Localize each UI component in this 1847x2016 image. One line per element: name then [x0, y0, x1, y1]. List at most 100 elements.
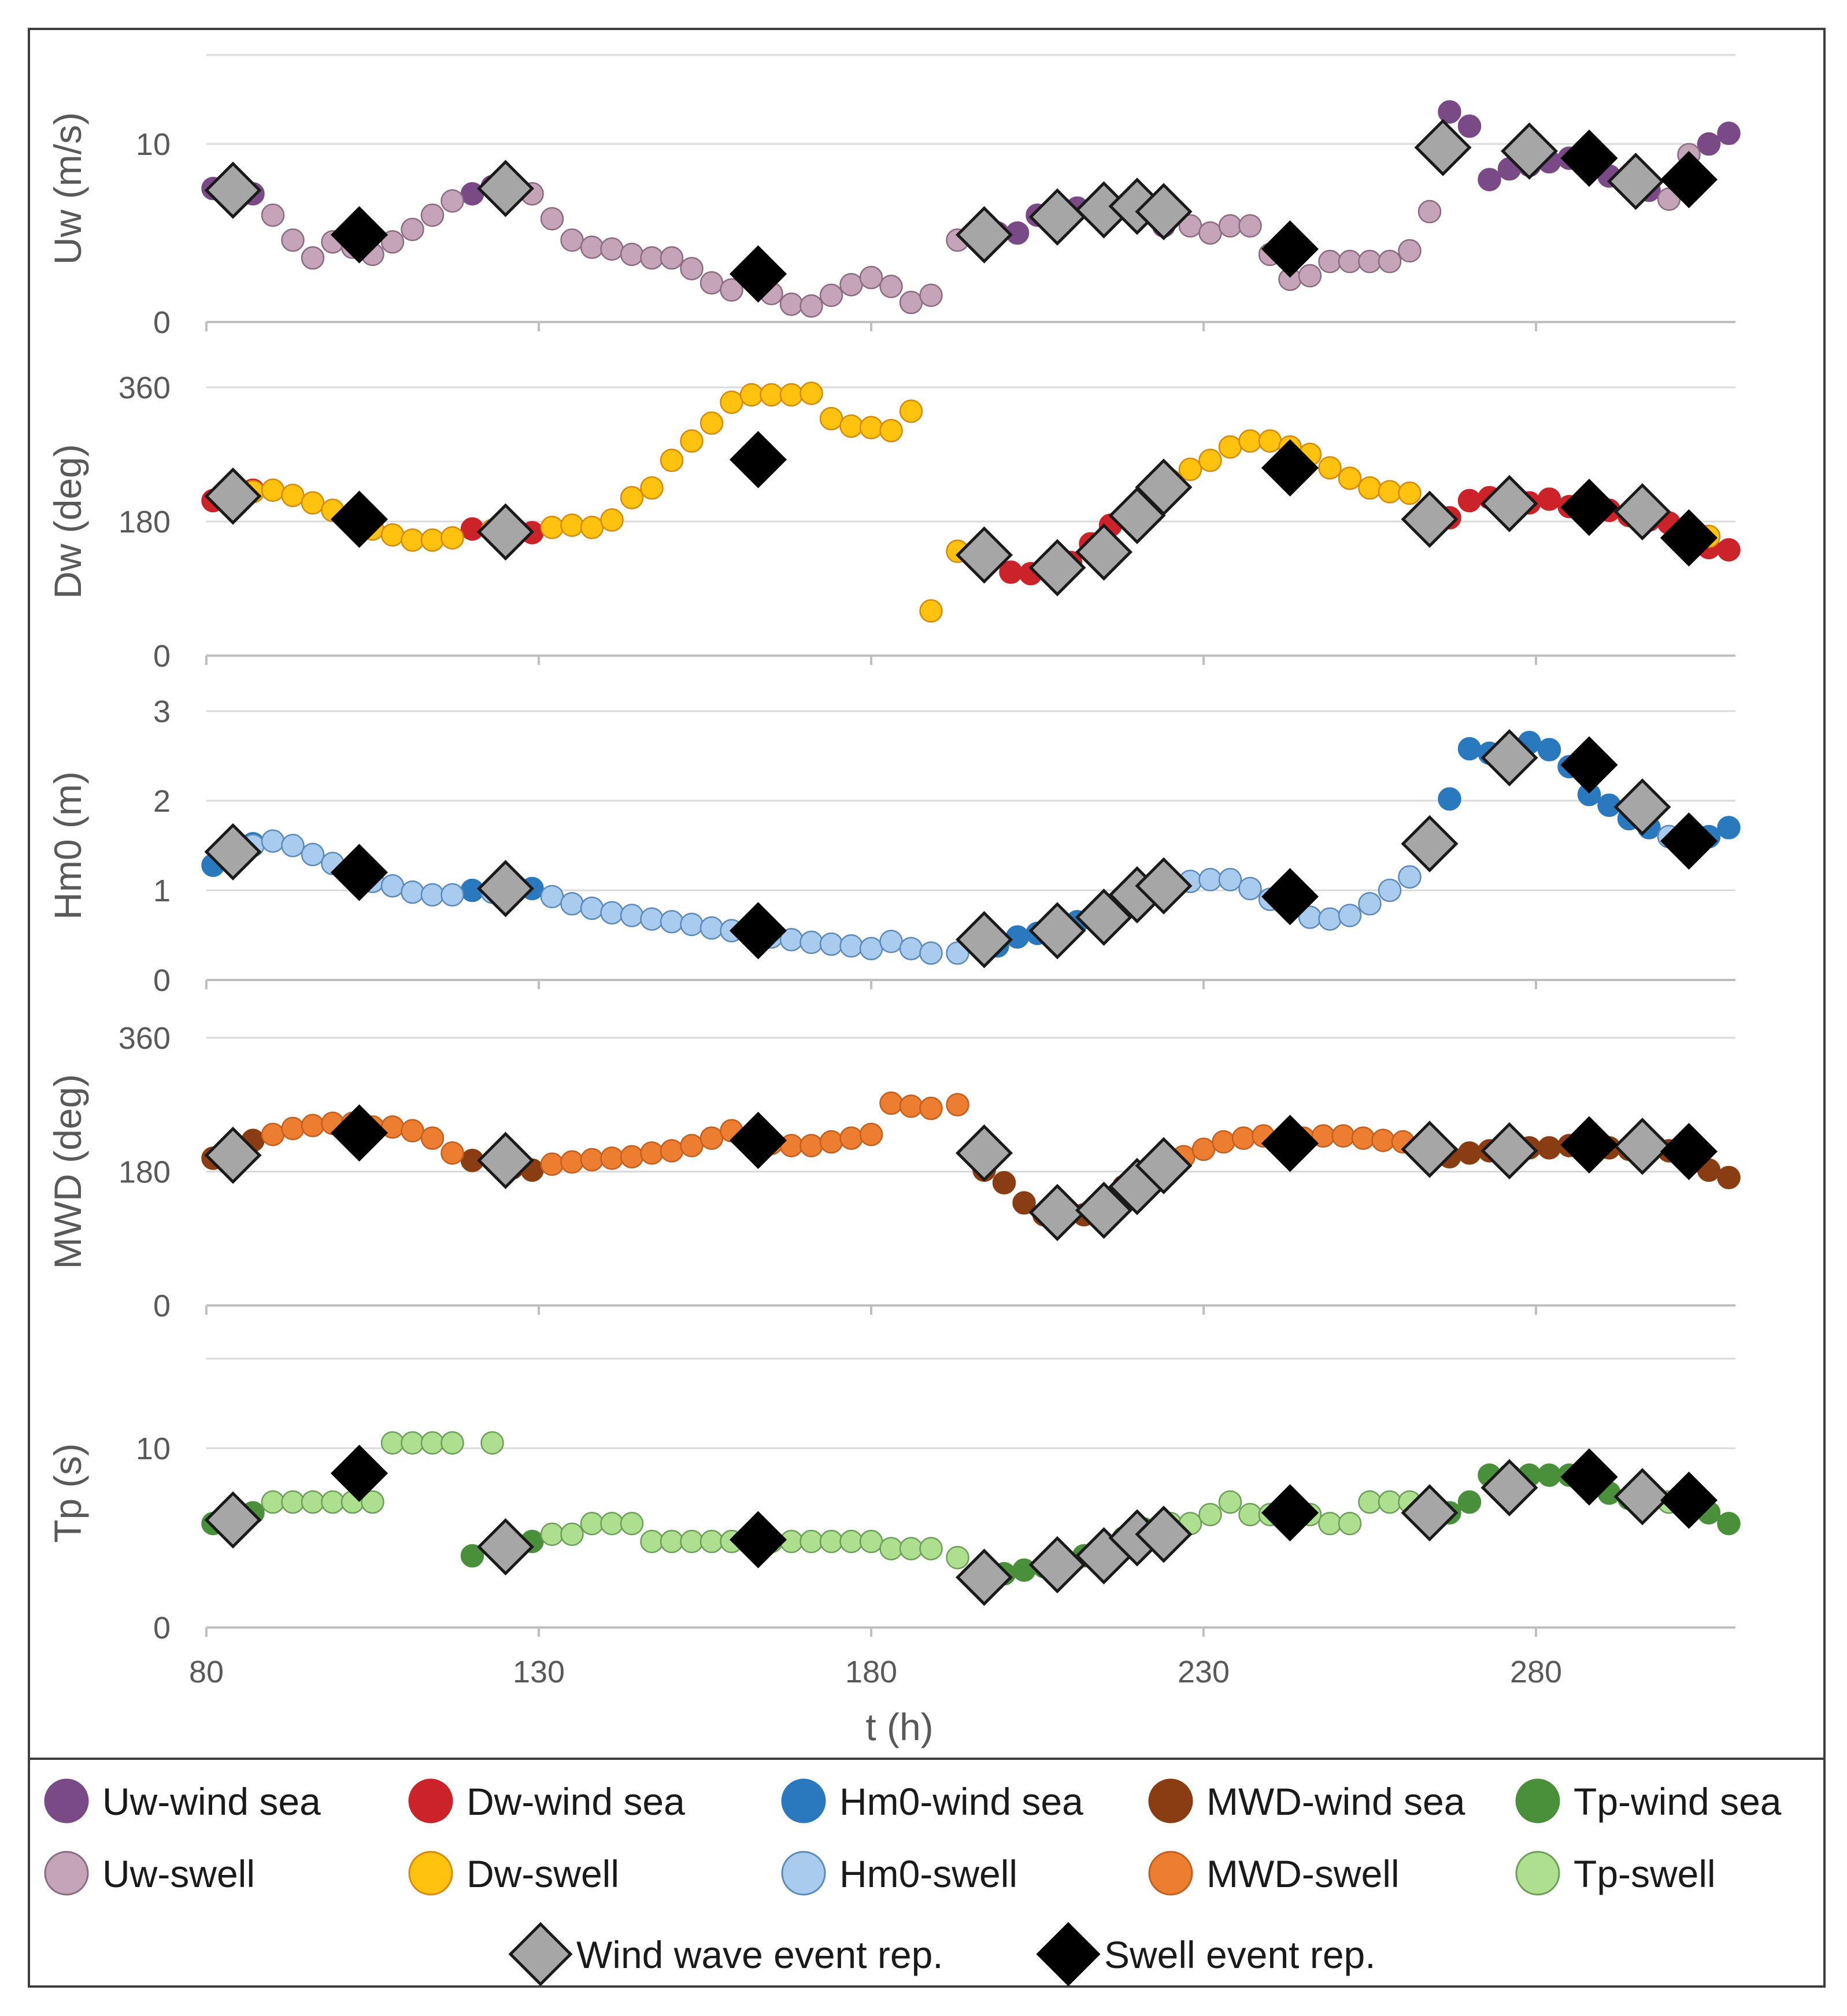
panels: 0 10 Uw (m/s) 0 180 360 Dw (deg) 0 1 2 3 Hm0 (m) 0 18… [46, 54, 1741, 1689]
point-tp-swell [660, 1529, 684, 1553]
point-hm0-wind [1717, 816, 1741, 839]
figure-frame [28, 28, 1826, 1988]
legend-marker [1036, 1922, 1101, 1987]
point-uw-swell [680, 257, 704, 280]
point-uw-swell [1318, 250, 1342, 273]
point-wind-rep [1480, 475, 1538, 532]
legend-label: MWD-wind sea [1206, 1780, 1465, 1823]
point-tp-swell [361, 1490, 384, 1514]
point-dw-swell [819, 406, 843, 431]
point-mwd-swell [919, 1096, 943, 1120]
legend-label: Dw-swell [467, 1852, 619, 1895]
point-tp-wind [1717, 1511, 1741, 1536]
point-wind-rep [1135, 1137, 1193, 1194]
point-wind-rep [1607, 153, 1665, 210]
point-hm0-swell [540, 885, 564, 909]
point-uw-swell [1338, 250, 1362, 273]
point-tp-swell [401, 1431, 424, 1455]
point-dw-swell [560, 513, 584, 537]
point-swell-rep [729, 431, 787, 489]
point-dw-swell [580, 516, 604, 539]
point-uw-swell [799, 294, 823, 318]
point-dw-wind [1537, 487, 1561, 511]
point-hm0-swell [946, 941, 969, 965]
point-swell-rep [1560, 1448, 1618, 1506]
point-wind-rep [476, 503, 535, 561]
point-swell-rep [729, 1111, 787, 1170]
legend-item-swell-rep: Swell event rep. [1036, 1922, 1376, 1987]
point-mwd-swell [261, 1122, 285, 1146]
point-wind-rep [1075, 888, 1133, 946]
legend-marker [1148, 1778, 1193, 1823]
point-wind-rep [1028, 1183, 1086, 1241]
point-wind-rep [1028, 188, 1086, 246]
point-wind-rep [1028, 1536, 1086, 1594]
point-tp-swell [919, 1537, 943, 1560]
point-uw-swell [779, 292, 804, 316]
point-tp-swell [1338, 1511, 1362, 1536]
point-dw-swell [540, 516, 564, 539]
mwd-y-tick-label: 0 [153, 1289, 171, 1323]
legend-marker [1515, 1851, 1560, 1896]
point-hm0-swell [1198, 868, 1222, 892]
point-uw-swell [560, 228, 584, 252]
point-swell-rep [1660, 1123, 1718, 1181]
point-wind-rep [955, 206, 1013, 264]
legend-marker [1515, 1778, 1560, 1823]
point-wind-rep [1414, 119, 1472, 176]
legend-marker [781, 1778, 826, 1823]
point-uw-swell [839, 273, 863, 297]
point-mwd-swell [839, 1126, 863, 1150]
point-mwd-swell [1371, 1129, 1395, 1152]
point-dw-swell [839, 414, 863, 438]
panel-hm0: 0 1 2 3 Hm0 (m) [46, 694, 1741, 998]
point-tp-swell [480, 1431, 504, 1455]
legend-label: Hm0-swell [839, 1852, 1017, 1895]
dw-y-axis-label: Dw (deg) [46, 444, 89, 599]
point-dw-swell [620, 486, 644, 510]
point-wind-rep [204, 823, 262, 881]
point-tp-swell [819, 1529, 843, 1553]
point-wind-rep [1401, 1120, 1459, 1178]
point-dw-swell [799, 382, 823, 405]
point-hm0-swell [839, 934, 863, 958]
legend-marker [44, 1851, 89, 1896]
point-mwd-swell [1331, 1124, 1355, 1148]
point-dw-swell [600, 508, 624, 532]
point-wind-rep [1401, 1484, 1459, 1542]
point-wind-rep [955, 1124, 1013, 1182]
point-swell-rep [1660, 812, 1718, 870]
point-uw-swell [819, 283, 843, 308]
point-hm0-swell [1218, 868, 1242, 892]
point-uw-swell [401, 217, 424, 242]
point-mwd-wind [1537, 1136, 1561, 1160]
point-wind-rep [1028, 902, 1086, 960]
point-tp-swell [799, 1529, 823, 1553]
point-mwd-swell [799, 1134, 823, 1157]
uw-y-axis-label: Uw (m/s) [46, 112, 89, 265]
point-wind-rep [1613, 1468, 1671, 1526]
point-mwd-swell [600, 1146, 624, 1170]
point-tp-swell [640, 1529, 664, 1553]
point-wind-rep [955, 1548, 1013, 1606]
point-tp-swell [899, 1537, 923, 1560]
point-mwd-swell [819, 1130, 843, 1154]
point-swell-rep [729, 245, 787, 303]
point-wind-rep [204, 161, 262, 219]
point-swell-rep [1261, 1115, 1319, 1172]
point-tp-swell [441, 1431, 464, 1455]
point-hm0-swell [680, 912, 704, 937]
point-dw-swell [779, 383, 804, 407]
legend-item-wind-rep: Wind wave event rep. [508, 1922, 943, 1987]
dw-y-tick-label: 360 [119, 371, 171, 405]
legend-marker [508, 1922, 573, 1987]
point-mwd-swell [1212, 1130, 1235, 1154]
point-wind-rep [476, 860, 535, 918]
mwd-y-tick-label: 180 [119, 1155, 171, 1190]
point-wind-rep [204, 467, 262, 525]
point-dw-swell [420, 528, 445, 552]
x-tick-label: 180 [845, 1655, 897, 1689]
point-swell-rep [1560, 478, 1618, 537]
point-uw-swell [1238, 214, 1262, 238]
point-swell-rep [1261, 220, 1319, 278]
